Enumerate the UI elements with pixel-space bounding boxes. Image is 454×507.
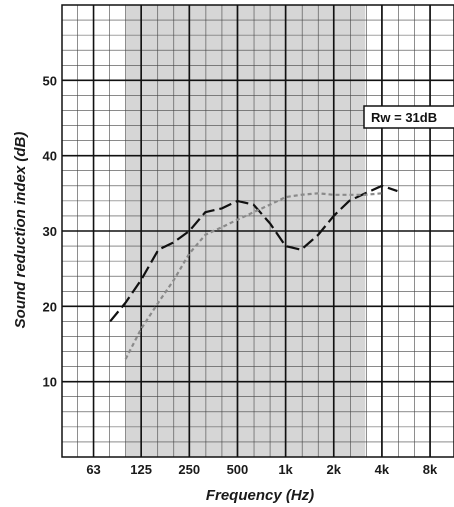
y-tick-labels: 10 20 30 40 50 (43, 73, 57, 389)
x-tick-label: 4k (375, 462, 390, 477)
rw-annotation-box (363, 105, 454, 129)
x-tick-label: 250 (178, 462, 200, 477)
y-tick-label: 40 (43, 149, 57, 164)
x-tick-label: 1k (278, 462, 293, 477)
x-tick-label: 63 (86, 462, 100, 477)
series-line-1 (109, 184, 398, 323)
x-tick-label: 500 (227, 462, 249, 477)
y-tick-label: 30 (43, 224, 57, 239)
x-axis-label: Frequency (Hz) (206, 487, 314, 504)
x-tick-label: 125 (130, 462, 152, 477)
y-tick-label: 50 (43, 73, 57, 88)
series-line-2 (124, 192, 382, 360)
x-tick-labels: 63 125 250 500 1k 2k 4k 8k (86, 462, 438, 477)
rw-annotation-text: Rw = 31dB (371, 110, 437, 125)
rw-annotation: Rw = 31dB (363, 105, 454, 129)
y-tick-label: 20 (43, 299, 57, 314)
plot-frame (61, 4, 454, 458)
series-layer (109, 184, 398, 360)
x-tick-label: 2k (326, 462, 341, 477)
x-tick-label: 8k (423, 462, 438, 477)
y-tick-label: 10 (43, 375, 57, 390)
major-grid (62, 5, 454, 457)
y-axis-label: Sound reduction index (dB) (12, 132, 29, 329)
